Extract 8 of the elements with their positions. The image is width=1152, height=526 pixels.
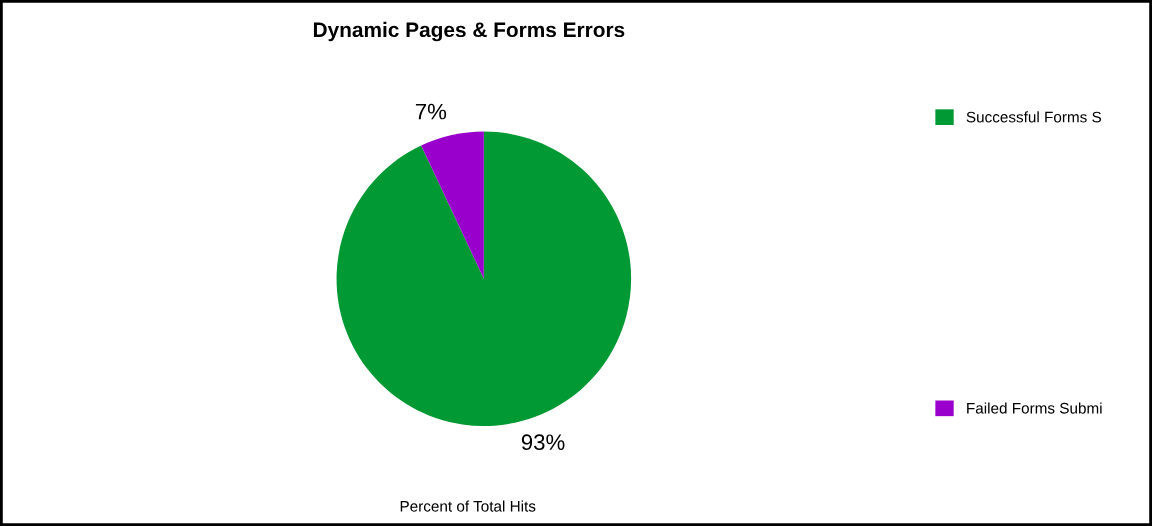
- data-label: 93%: [521, 434, 565, 451]
- chart-title: Dynamic Pages & Forms Errors: [313, 21, 625, 42]
- legend-label: Successful Forms S: [966, 111, 1102, 123]
- pie-slice: [336, 131, 632, 427]
- pie-slice: [421, 131, 484, 279]
- legend-label: Failed Forms Submi: [967, 402, 1102, 414]
- text: Percent of Total Hits: [400, 500, 536, 512]
- data-label: 7%: [415, 103, 447, 120]
